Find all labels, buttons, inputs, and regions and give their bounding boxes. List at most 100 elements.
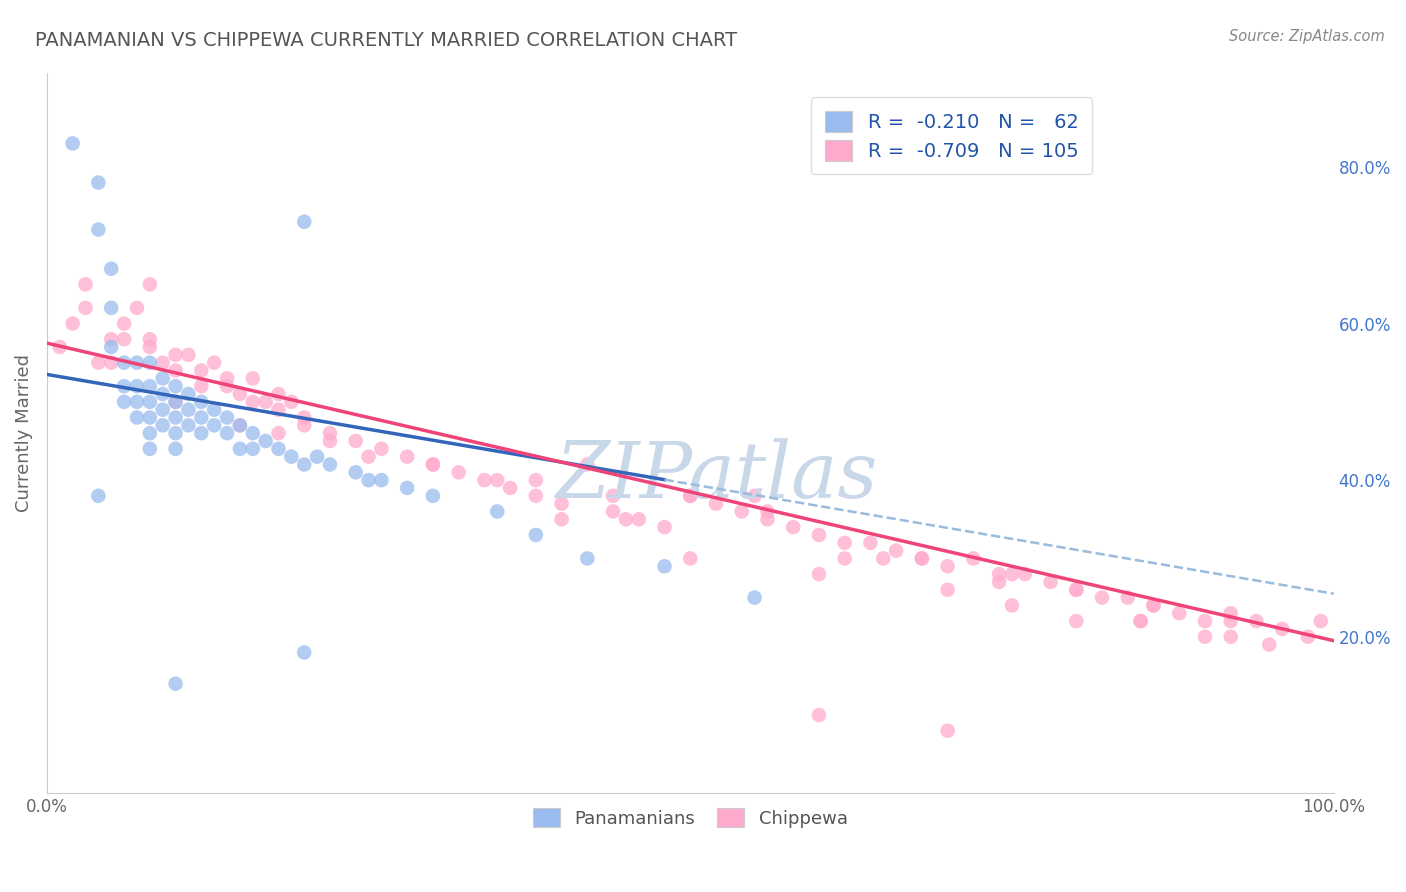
Point	[602, 489, 624, 503]
Point	[190, 363, 212, 377]
Point	[177, 387, 200, 401]
Point	[165, 677, 187, 691]
Point	[834, 551, 856, 566]
Point	[1129, 614, 1152, 628]
Point	[1219, 630, 1241, 644]
Point	[1246, 614, 1268, 628]
Point	[807, 708, 830, 723]
Point	[87, 356, 110, 370]
Point	[100, 261, 122, 276]
Point	[422, 458, 444, 472]
Point	[62, 317, 84, 331]
Point	[911, 551, 934, 566]
Point	[1129, 614, 1152, 628]
Point	[152, 356, 174, 370]
Point	[576, 551, 599, 566]
Point	[1142, 599, 1164, 613]
Point	[165, 394, 187, 409]
Point	[550, 512, 572, 526]
Point	[229, 387, 252, 401]
Point	[254, 434, 277, 448]
Point	[834, 536, 856, 550]
Point	[165, 348, 187, 362]
Text: Source: ZipAtlas.com: Source: ZipAtlas.com	[1229, 29, 1385, 44]
Point	[344, 466, 367, 480]
Point	[550, 497, 572, 511]
Point	[807, 528, 830, 542]
Point	[988, 574, 1011, 589]
Point	[807, 567, 830, 582]
Point	[524, 473, 547, 487]
Point	[152, 387, 174, 401]
Point	[112, 356, 135, 370]
Point	[1309, 614, 1331, 628]
Point	[396, 481, 419, 495]
Point	[112, 394, 135, 409]
Point	[744, 591, 766, 605]
Point	[1064, 614, 1087, 628]
Point	[190, 379, 212, 393]
Point	[267, 402, 290, 417]
Text: PANAMANIAN VS CHIPPEWA CURRENTLY MARRIED CORRELATION CHART: PANAMANIAN VS CHIPPEWA CURRENTLY MARRIED…	[35, 31, 737, 50]
Point	[782, 520, 804, 534]
Point	[139, 277, 162, 292]
Point	[177, 348, 200, 362]
Point	[139, 379, 162, 393]
Point	[165, 394, 187, 409]
Point	[267, 442, 290, 456]
Point	[396, 450, 419, 464]
Point	[112, 379, 135, 393]
Point	[614, 512, 637, 526]
Point	[1194, 630, 1216, 644]
Point	[100, 301, 122, 315]
Point	[936, 723, 959, 738]
Point	[100, 332, 122, 346]
Point	[139, 394, 162, 409]
Point	[731, 504, 754, 518]
Point	[1258, 638, 1281, 652]
Point	[1194, 614, 1216, 628]
Point	[125, 410, 148, 425]
Point	[344, 434, 367, 448]
Point	[139, 332, 162, 346]
Point	[1168, 607, 1191, 621]
Point	[202, 418, 225, 433]
Point	[679, 489, 702, 503]
Point	[139, 426, 162, 441]
Point	[744, 489, 766, 503]
Point	[576, 458, 599, 472]
Point	[1064, 582, 1087, 597]
Point	[125, 356, 148, 370]
Point	[474, 473, 496, 487]
Point	[152, 371, 174, 385]
Point	[87, 176, 110, 190]
Point	[190, 410, 212, 425]
Point	[1001, 567, 1024, 582]
Point	[62, 136, 84, 151]
Point	[756, 512, 779, 526]
Point	[165, 442, 187, 456]
Point	[654, 520, 676, 534]
Point	[190, 394, 212, 409]
Point	[87, 222, 110, 236]
Point	[112, 317, 135, 331]
Point	[602, 504, 624, 518]
Point	[139, 410, 162, 425]
Point	[872, 551, 894, 566]
Point	[177, 402, 200, 417]
Point	[215, 371, 238, 385]
Point	[165, 426, 187, 441]
Point	[679, 489, 702, 503]
Point	[911, 551, 934, 566]
Point	[422, 458, 444, 472]
Point	[1091, 591, 1114, 605]
Y-axis label: Currently Married: Currently Married	[15, 354, 32, 512]
Point	[627, 512, 650, 526]
Point	[936, 582, 959, 597]
Point	[267, 387, 290, 401]
Point	[139, 340, 162, 354]
Point	[165, 379, 187, 393]
Point	[75, 301, 97, 315]
Point	[319, 434, 342, 448]
Point	[165, 410, 187, 425]
